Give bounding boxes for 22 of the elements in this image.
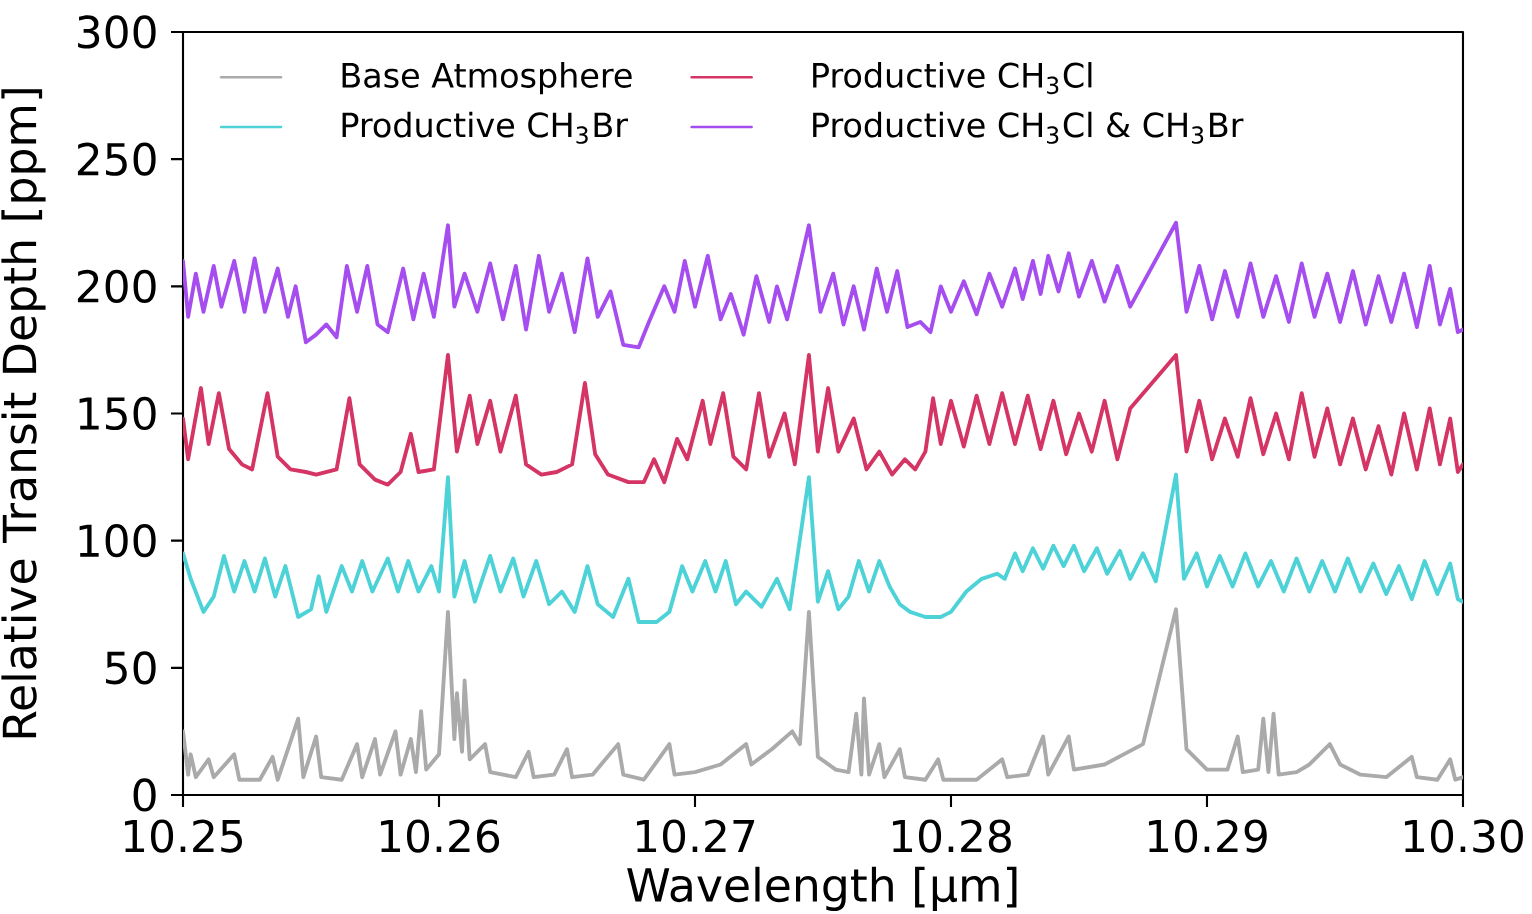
x-tick-label: 10.26: [380, 819, 500, 853]
y-tick-label: 200: [77, 269, 156, 303]
y-tick-label: 0: [133, 778, 156, 812]
x-tick-label: 10.27: [636, 819, 755, 853]
y-tick-label: 150: [79, 396, 156, 431]
line-series: [183, 353, 1463, 487]
y-tick-label: 100: [79, 524, 156, 558]
y-tick-label: 50: [106, 651, 156, 685]
x-axis-title: Wavelength [μm]: [627, 866, 1017, 911]
x-tick-label: 10.29: [1148, 819, 1267, 853]
x-tick-label: 10.28: [892, 819, 1011, 853]
y-tick-label: 250: [77, 142, 156, 176]
x-tick-label: 10.25: [124, 819, 242, 853]
y-axis-title: Relative Transit Depth [ppm]: [1, 89, 46, 738]
legend-label: Base Atmosphere: [342, 62, 632, 95]
line-series: [183, 472, 1463, 624]
x-tick-label: 10.30: [1404, 819, 1523, 853]
legend-label: Productive CH$_{3}$Br: [342, 111, 628, 144]
y-tick-label: 300: [78, 15, 156, 49]
line-series: [183, 220, 1463, 350]
legend-label: Productive CH$_{3}$Cl & CH$_{3}$Br: [813, 111, 1244, 144]
legend-label: Productive CH$_{3}$Cl: [813, 62, 1092, 95]
